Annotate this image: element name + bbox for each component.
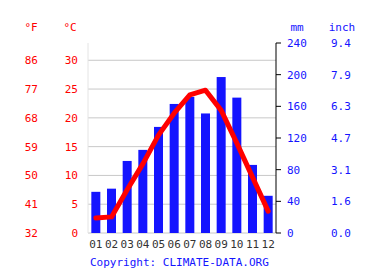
tick-mark	[276, 169, 281, 170]
tick-label: 59	[25, 141, 38, 154]
tick-label: 5	[71, 198, 78, 211]
tick-label: 77	[25, 83, 38, 96]
grid-line	[88, 89, 276, 90]
tick-mark	[276, 106, 281, 107]
axis-label: °C	[63, 21, 76, 34]
tick-label: 7.9	[331, 69, 351, 82]
tick-label: 9.4	[331, 37, 351, 50]
grid-line	[88, 117, 276, 118]
grid-line	[88, 175, 276, 176]
category-label: 10	[230, 238, 243, 251]
category-label: 04	[136, 238, 150, 251]
tick-label: 200	[287, 69, 307, 82]
tick-mark	[276, 201, 281, 202]
tick-label: 25	[65, 83, 78, 96]
axis-label: mm	[290, 21, 304, 34]
grid-line	[88, 146, 276, 147]
tick-mark	[276, 74, 281, 75]
axis-line	[88, 43, 89, 233]
tick-label: 86	[25, 54, 38, 67]
category-label: 11	[246, 238, 259, 251]
category-label: 03	[121, 238, 134, 251]
tick-label: 41	[25, 198, 38, 211]
tick-label: 240	[287, 37, 307, 50]
chart: °F°Cmminch051015202530324150596877860408…	[0, 0, 365, 273]
category-label: 12	[262, 238, 275, 251]
plot-area	[91, 77, 272, 233]
bar	[217, 77, 226, 233]
category-label: 02	[105, 238, 118, 251]
tick-mark	[276, 43, 281, 44]
tick-label: 40	[287, 195, 300, 208]
tick-label: 120	[287, 132, 307, 145]
tick-mark	[276, 233, 281, 234]
category-label: 08	[199, 238, 212, 251]
tick-label: 30	[65, 54, 78, 67]
tick-label: 0	[287, 227, 294, 240]
tick-label: 1.6	[331, 195, 351, 208]
bar	[185, 97, 194, 233]
axis-label: inch	[329, 21, 356, 34]
tick-label: 160	[287, 100, 307, 113]
category-label: 09	[215, 238, 228, 251]
tick-label: 80	[287, 164, 300, 177]
tick-label: 20	[65, 112, 78, 125]
tick-label: 32	[25, 227, 38, 240]
category-label: 05	[152, 238, 165, 251]
tick-label: 4.7	[331, 132, 351, 145]
line	[96, 90, 268, 218]
tick-label: 15	[65, 141, 78, 154]
bar	[232, 98, 241, 233]
tick-mark	[276, 138, 281, 139]
category-label: 07	[183, 238, 196, 251]
tick-label: 50	[25, 169, 38, 182]
tick-label: 68	[25, 112, 38, 125]
tick-label: 0	[71, 227, 78, 240]
grid-line	[88, 60, 276, 61]
tick-label: 3.1	[331, 164, 351, 177]
bar	[201, 113, 210, 233]
tick-label: 10	[65, 169, 78, 182]
bar	[170, 104, 179, 233]
grid-line	[88, 233, 276, 234]
category-label: 06	[168, 238, 181, 251]
bar	[91, 192, 100, 233]
annotation: Copyright: CLIMATE-DATA.ORG	[90, 256, 269, 269]
tick-label: 0.0	[331, 227, 351, 240]
category-label: 01	[89, 238, 102, 251]
axis-label: °F	[24, 21, 37, 34]
tick-label: 6.3	[331, 100, 351, 113]
